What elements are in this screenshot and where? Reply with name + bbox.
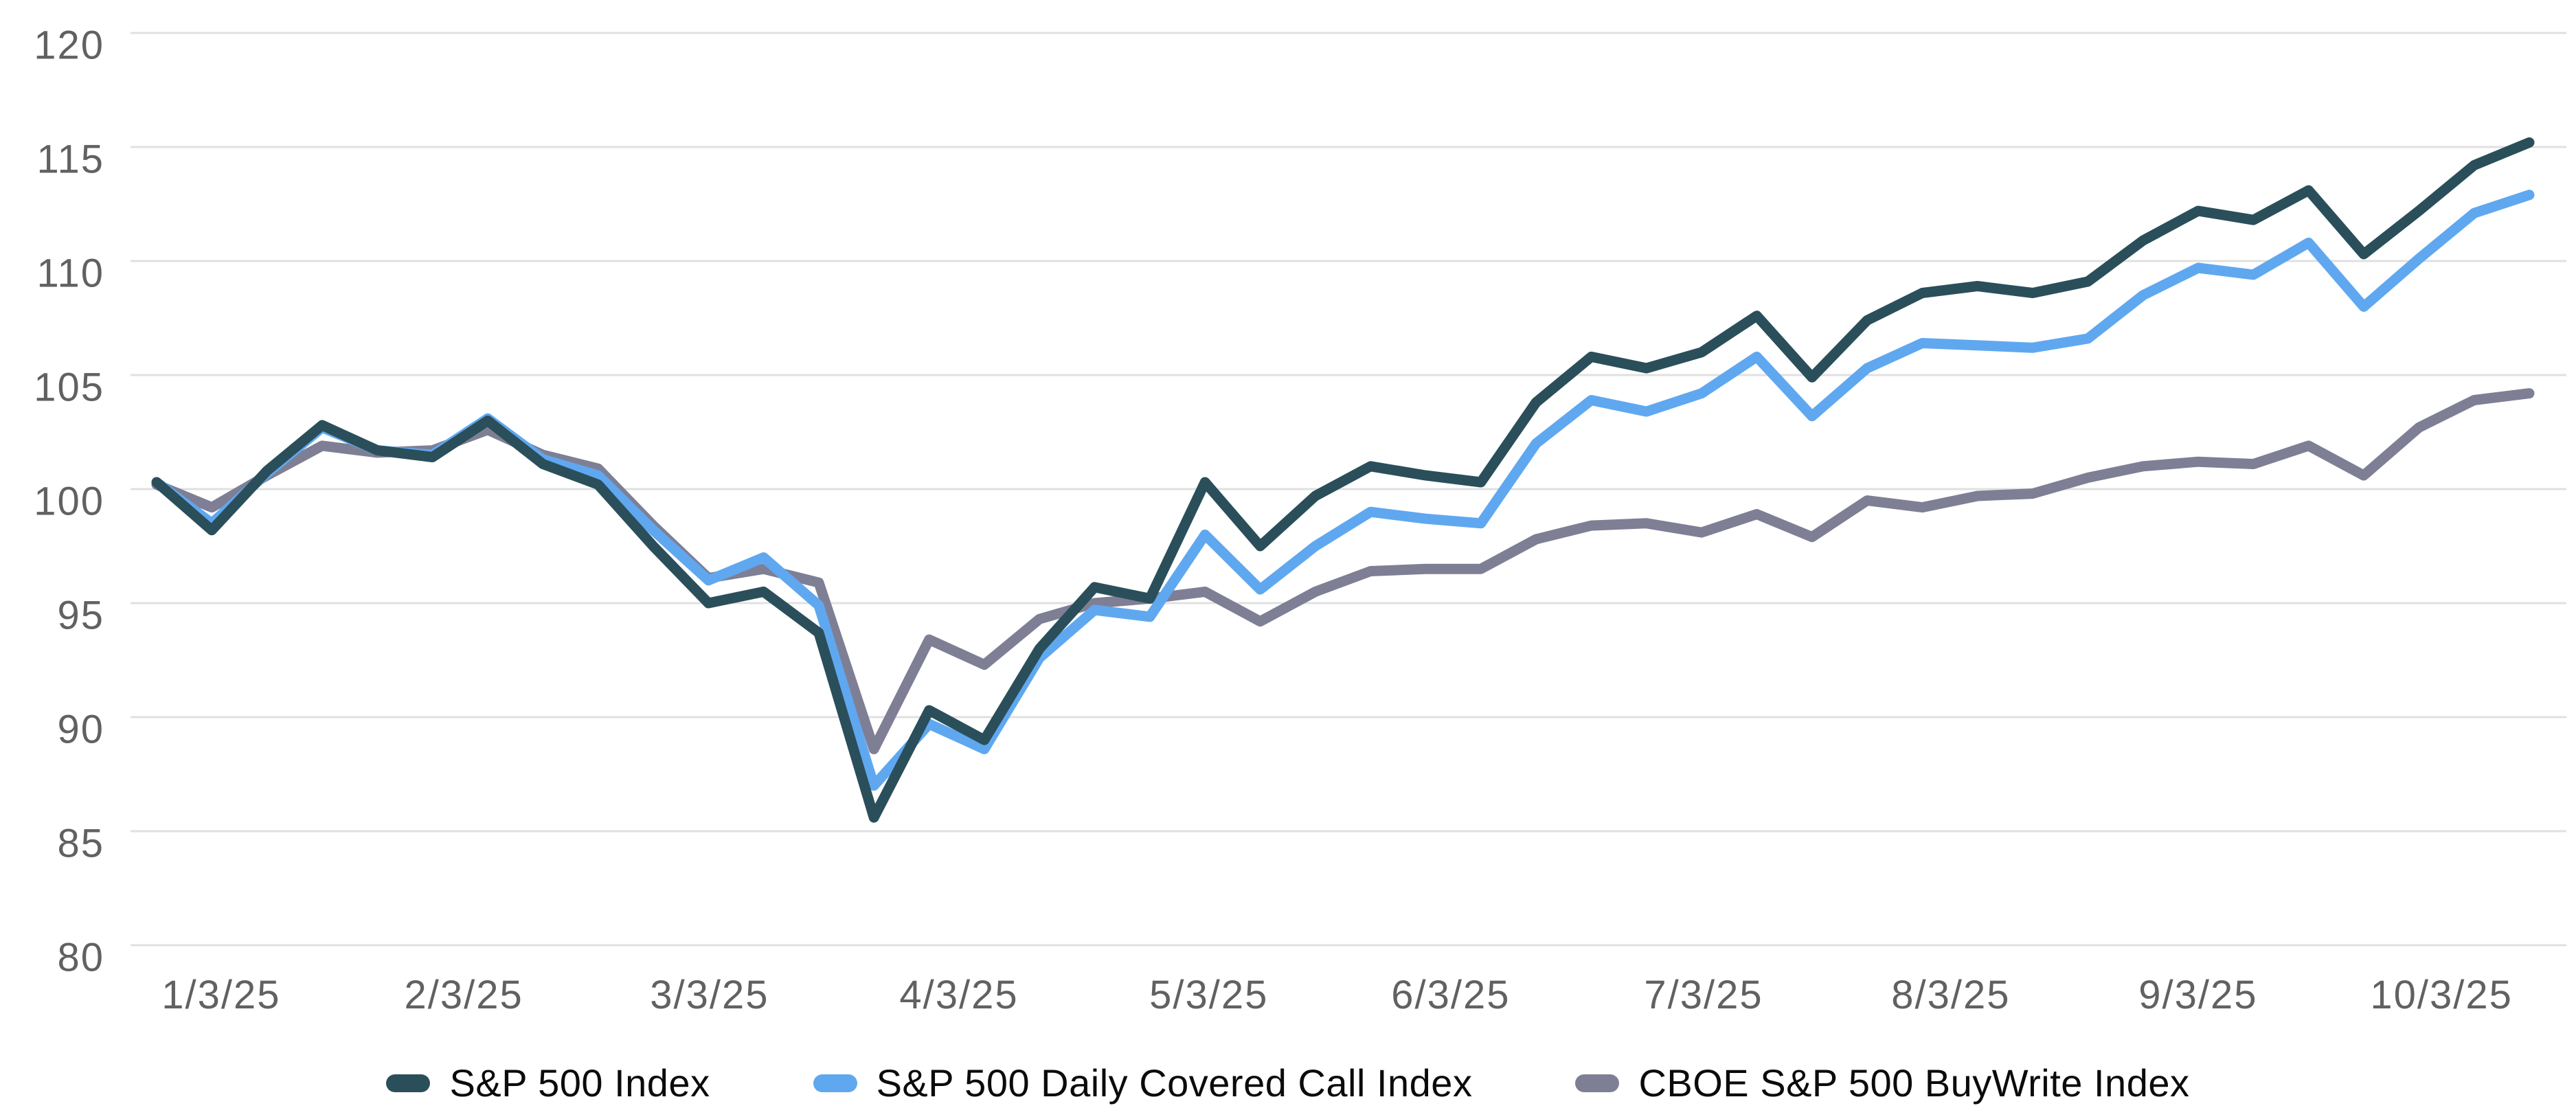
- legend-label-daily-covered-call: S&P 500 Daily Covered Call Index: [876, 1061, 1473, 1105]
- legend-item-sp500-index: S&P 500 Index: [386, 1064, 710, 1103]
- y-axis-tick-label: 95: [57, 593, 104, 637]
- y-axis-tick-label: 120: [34, 23, 104, 67]
- series-line-s-p-500-index: [151, 137, 2535, 823]
- x-axis-tick-label: 6/3/25: [1391, 973, 1510, 1017]
- x-axis-tick-label: 3/3/25: [650, 973, 769, 1017]
- y-axis-tick-label: 80: [57, 935, 104, 980]
- y-axis-tick-label: 110: [37, 251, 104, 295]
- x-axis-tick-label: 1/3/25: [161, 973, 280, 1017]
- legend-label-buywrite: CBOE S&P 500 BuyWrite Index: [1638, 1061, 2190, 1105]
- y-axis-tick-label: 115: [37, 137, 104, 181]
- daily-covered-call-swatch-icon: [813, 1074, 857, 1092]
- x-axis-tick-label: 10/3/25: [2370, 973, 2513, 1017]
- legend-item-buywrite: CBOE S&P 500 BuyWrite Index: [1575, 1064, 2189, 1103]
- series-line-s-p-500-daily-covered-call-index: [151, 190, 2535, 791]
- legend-label-sp500-index: S&P 500 Index: [449, 1061, 710, 1105]
- y-axis-tick-label: 85: [57, 821, 104, 866]
- sp500-index-swatch-icon: [386, 1074, 431, 1092]
- x-axis-tick-label: 9/3/25: [2138, 973, 2257, 1017]
- chart-legend: S&P 500 Index S&P 500 Daily Covered Call…: [0, 1052, 2576, 1114]
- x-axis-tick-label: 8/3/25: [1891, 973, 2010, 1017]
- y-axis-tick-label: 90: [57, 707, 104, 751]
- y-axis-tick-label: 100: [34, 479, 104, 523]
- x-axis-tick-label: 4/3/25: [899, 973, 1018, 1017]
- buywrite-swatch-icon: [1575, 1074, 1620, 1092]
- legend-item-daily-covered-call: S&P 500 Daily Covered Call Index: [813, 1064, 1473, 1103]
- x-axis-tick-label: 2/3/25: [404, 973, 523, 1017]
- y-axis-tick-label: 105: [34, 365, 104, 409]
- x-axis-tick-label: 7/3/25: [1644, 973, 1763, 1017]
- x-axis-tick-label: 5/3/25: [1149, 973, 1268, 1017]
